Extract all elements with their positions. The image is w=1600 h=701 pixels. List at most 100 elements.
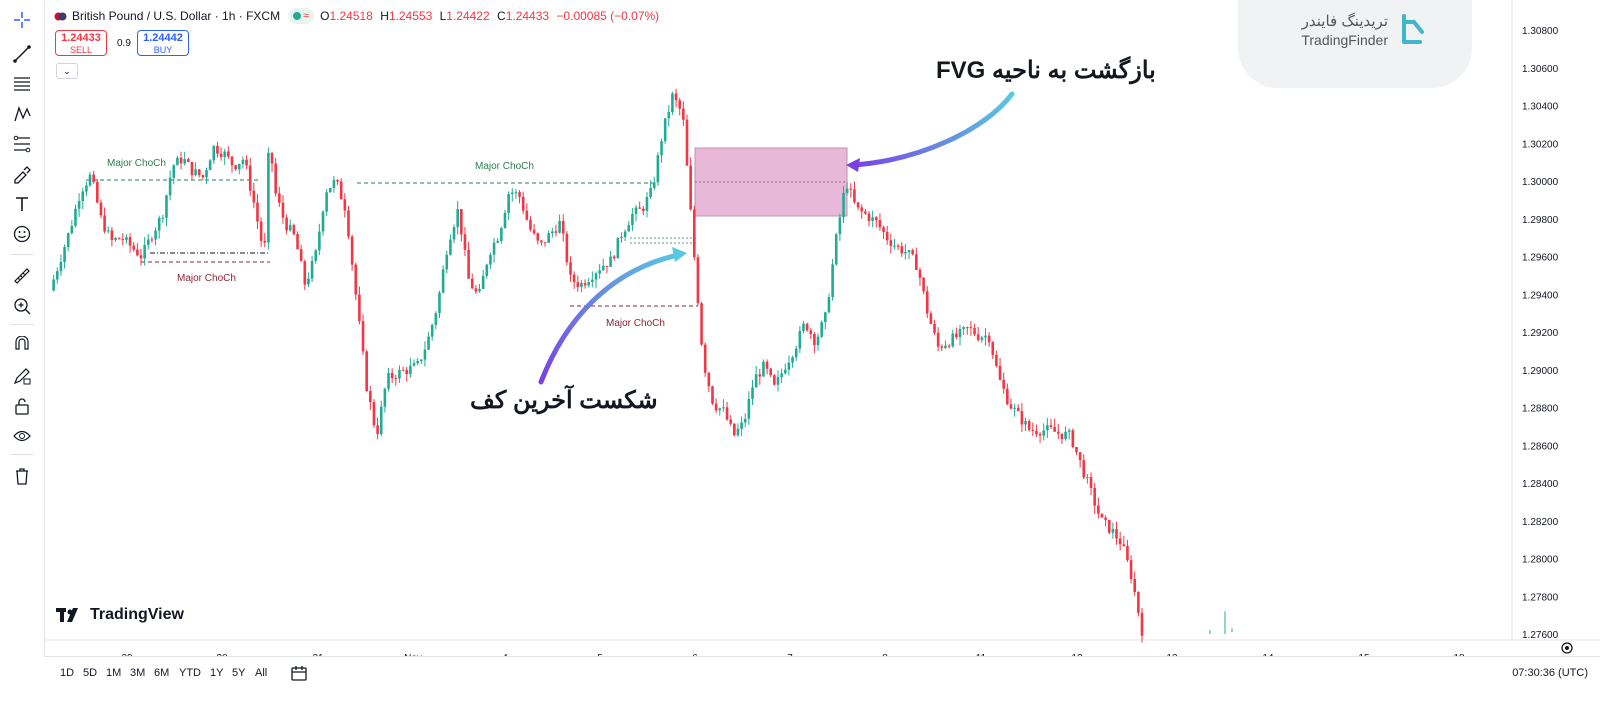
candle-body: [1020, 410, 1024, 425]
price-tick-label: 1.29400: [1522, 290, 1559, 301]
candle-body: [419, 359, 423, 362]
horizontal-lines-icon[interactable]: [9, 72, 35, 96]
candle-body: [478, 289, 481, 292]
candle-body: [791, 357, 794, 363]
collapse-legend-button[interactable]: ⌄: [56, 63, 78, 79]
price-tick-label: 1.29600: [1522, 253, 1559, 264]
candle-body: [1082, 460, 1086, 478]
candle-body: [853, 189, 856, 203]
pattern-icon[interactable]: [9, 102, 35, 126]
candle-body: [845, 188, 849, 193]
lock-icon[interactable]: [9, 394, 35, 418]
candle-body: [318, 231, 321, 251]
candle-body: [463, 234, 467, 250]
candle-body: [1111, 529, 1115, 533]
candle-body: [751, 387, 754, 399]
candle-body: [423, 349, 427, 360]
emoji-icon[interactable]: [9, 222, 35, 246]
price-tick-label: 1.30600: [1522, 64, 1559, 75]
candle-body: [143, 245, 146, 259]
candle-body: [634, 207, 638, 214]
candle-body: [52, 279, 55, 291]
candle-body: [609, 256, 612, 267]
candle-body: [645, 197, 649, 211]
candle-body: [754, 374, 758, 388]
candle-body: [733, 423, 736, 436]
lock-drawing-pencil-icon[interactable]: [9, 364, 35, 388]
candle-body: [660, 141, 663, 156]
sell-button[interactable]: 1.24433 SELL: [55, 30, 107, 56]
candle-body: [154, 230, 157, 240]
candle-body: [510, 192, 514, 195]
candle-body: [1046, 425, 1049, 431]
candle-body: [569, 262, 572, 275]
candle-body: [55, 271, 59, 280]
candle-body: [1100, 513, 1104, 518]
candle-body: [74, 208, 77, 226]
candle-body: [256, 202, 259, 222]
candle-body: [434, 313, 438, 325]
crosshair-icon[interactable]: [9, 8, 35, 32]
candle-body: [376, 425, 379, 435]
candle-body: [496, 240, 500, 243]
symbol-title[interactable]: British Pound / U.S. Dollar · 1h · FXCM: [72, 9, 281, 23]
trash-icon[interactable]: [9, 464, 35, 488]
choch-label-2: Major ChoCh: [475, 161, 534, 172]
candle-body: [616, 237, 620, 259]
ruler-icon[interactable]: [9, 264, 35, 288]
candle-body: [529, 219, 532, 230]
choch-label-1: Major ChoCh: [107, 158, 166, 169]
timeframe-6m[interactable]: 6M: [154, 667, 170, 679]
candle-body: [809, 330, 813, 334]
candle-body: [1038, 434, 1042, 436]
candle-body: [703, 344, 707, 373]
candle-body: [354, 264, 358, 295]
candle-body: [248, 165, 252, 191]
timeframe-1d[interactable]: 1D: [60, 667, 75, 679]
timeframe-1m[interactable]: 1M: [106, 667, 122, 679]
candle-body: [106, 230, 110, 232]
timeframe-3m[interactable]: 3M: [130, 667, 146, 679]
candle-body: [743, 418, 747, 423]
candle-body: [176, 157, 179, 166]
candle-body: [944, 345, 947, 348]
brand-badge: تریدینگ فایندر TradingFinder: [1238, 0, 1472, 88]
candle-body: [1137, 591, 1140, 613]
candle-body: [230, 156, 234, 166]
candle-body: [507, 194, 510, 213]
arrow-low-break-head: [672, 247, 687, 262]
candle-body: [165, 195, 168, 218]
fib-retracement-icon[interactable]: [9, 132, 35, 156]
candle-body: [485, 264, 489, 276]
candle-body: [88, 174, 92, 186]
candle-body: [430, 324, 434, 337]
candle-body: [227, 151, 230, 157]
text-tool-icon[interactable]: [9, 192, 35, 216]
buy-button[interactable]: 1.24442 BUY: [137, 30, 189, 56]
price-tick-label: 1.30000: [1522, 177, 1559, 188]
calendar-icon[interactable]: [290, 664, 308, 682]
trend-line-icon[interactable]: [9, 42, 35, 66]
timeframe-1y[interactable]: 1Y: [210, 667, 224, 679]
market-status-pill[interactable]: ≈: [288, 8, 315, 24]
timeframe-ytd[interactable]: YTD: [179, 667, 201, 679]
eye-icon[interactable]: [9, 424, 35, 448]
candle-body: [270, 152, 274, 164]
candle-body: [762, 361, 765, 377]
candle-body: [576, 282, 580, 287]
magnet-icon[interactable]: [9, 334, 35, 358]
brush-icon[interactable]: [9, 162, 35, 186]
timeframe-5y[interactable]: 5Y: [232, 667, 246, 679]
candle-body: [208, 160, 212, 171]
utc-clock[interactable]: 07:30:36 (UTC): [1512, 667, 1588, 679]
axis-settings-icon[interactable]: [1561, 642, 1573, 654]
timeframe-5d[interactable]: 5D: [83, 667, 98, 679]
candle-body: [1093, 488, 1096, 506]
candle-body: [547, 233, 550, 243]
candle-body: [540, 240, 543, 243]
timeframe-all[interactable]: All: [255, 667, 268, 679]
candle-body: [201, 175, 205, 178]
zoom-in-icon[interactable]: [9, 294, 35, 318]
candle-body: [929, 313, 933, 324]
